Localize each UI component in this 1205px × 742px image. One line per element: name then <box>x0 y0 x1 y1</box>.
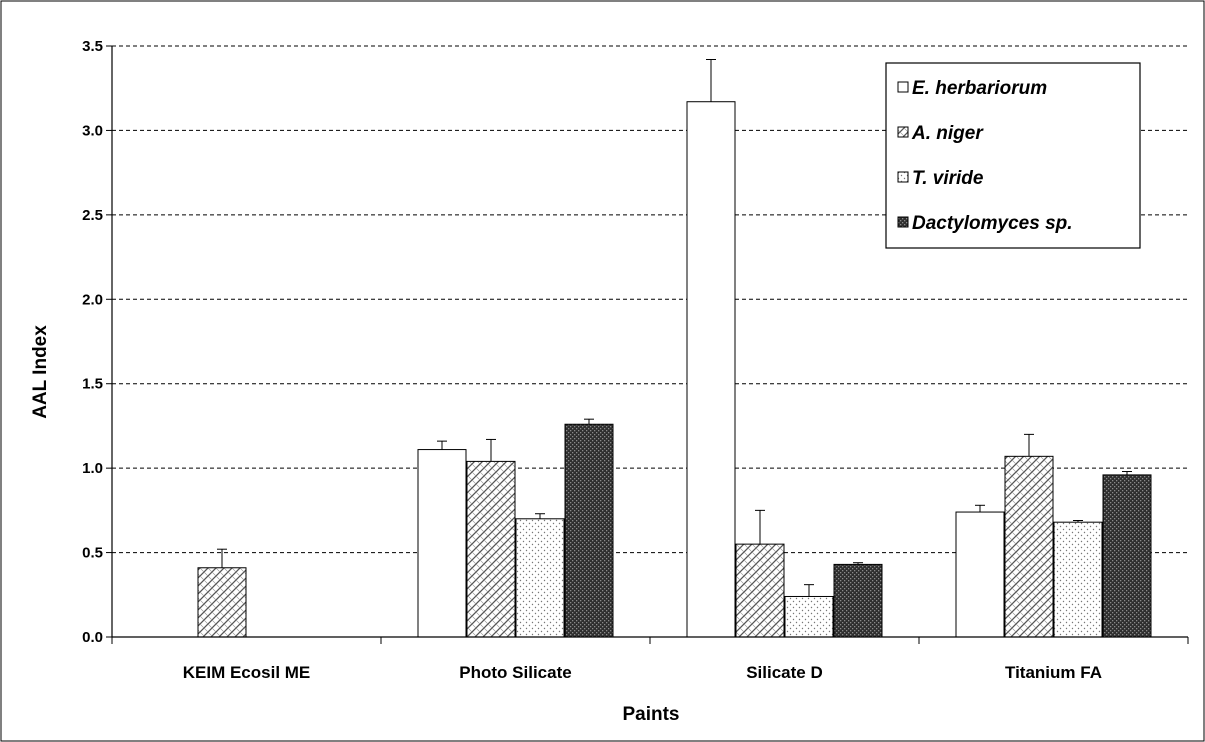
y-tick-label: 2.5 <box>82 207 103 224</box>
legend-label: T. viride <box>912 168 984 189</box>
bar <box>466 460 516 638</box>
bar <box>1102 474 1152 638</box>
x-category-label: Titanium FA <box>1005 663 1102 682</box>
legend-label: A. niger <box>911 123 984 144</box>
y-tick-label: 3.0 <box>82 122 103 139</box>
legend-box <box>885 62 1141 249</box>
y-tick-label: 0.0 <box>82 629 103 646</box>
y-tick-label: 1.5 <box>82 376 103 393</box>
bar <box>197 567 247 638</box>
legend-label: E. herbariorum <box>912 78 1047 99</box>
bar <box>735 543 785 638</box>
bar <box>515 518 565 638</box>
bar <box>1053 521 1103 638</box>
axes <box>106 45 1189 644</box>
x-category-label: Silicate D <box>746 663 823 682</box>
legend-swatch <box>897 81 909 93</box>
legend-swatch <box>897 126 909 138</box>
legend-label: Dactylomyces sp. <box>912 213 1073 234</box>
bar <box>417 449 467 638</box>
bar <box>784 595 834 638</box>
bar <box>1004 455 1054 638</box>
legend-swatch <box>897 171 909 183</box>
bar <box>833 563 883 638</box>
y-tick-label: 1.0 <box>82 460 103 477</box>
legend-swatch <box>897 216 909 228</box>
bars <box>197 59 1152 638</box>
x-category-label: Photo Silicate <box>459 663 571 682</box>
bar <box>564 423 614 638</box>
x-axis-title: Paints <box>622 704 679 725</box>
bar <box>686 101 736 638</box>
x-category-label: KEIM Ecosil ME <box>183 663 311 682</box>
y-tick-label: 3.5 <box>82 38 103 55</box>
y-tick-label: 2.0 <box>82 291 103 308</box>
bar <box>955 511 1005 638</box>
axis-labels: 0.0 0.5 1.0 1.5 2.0 2.5 3.0 3.5 KEIM Ecosil ME Ph… <box>82 38 1102 682</box>
y-axis-title: AAL Index <box>30 325 51 419</box>
legend: E. herbariorum A. niger T. viride Dactylomy… <box>885 62 1141 249</box>
y-tick-label: 0.5 <box>82 545 103 562</box>
